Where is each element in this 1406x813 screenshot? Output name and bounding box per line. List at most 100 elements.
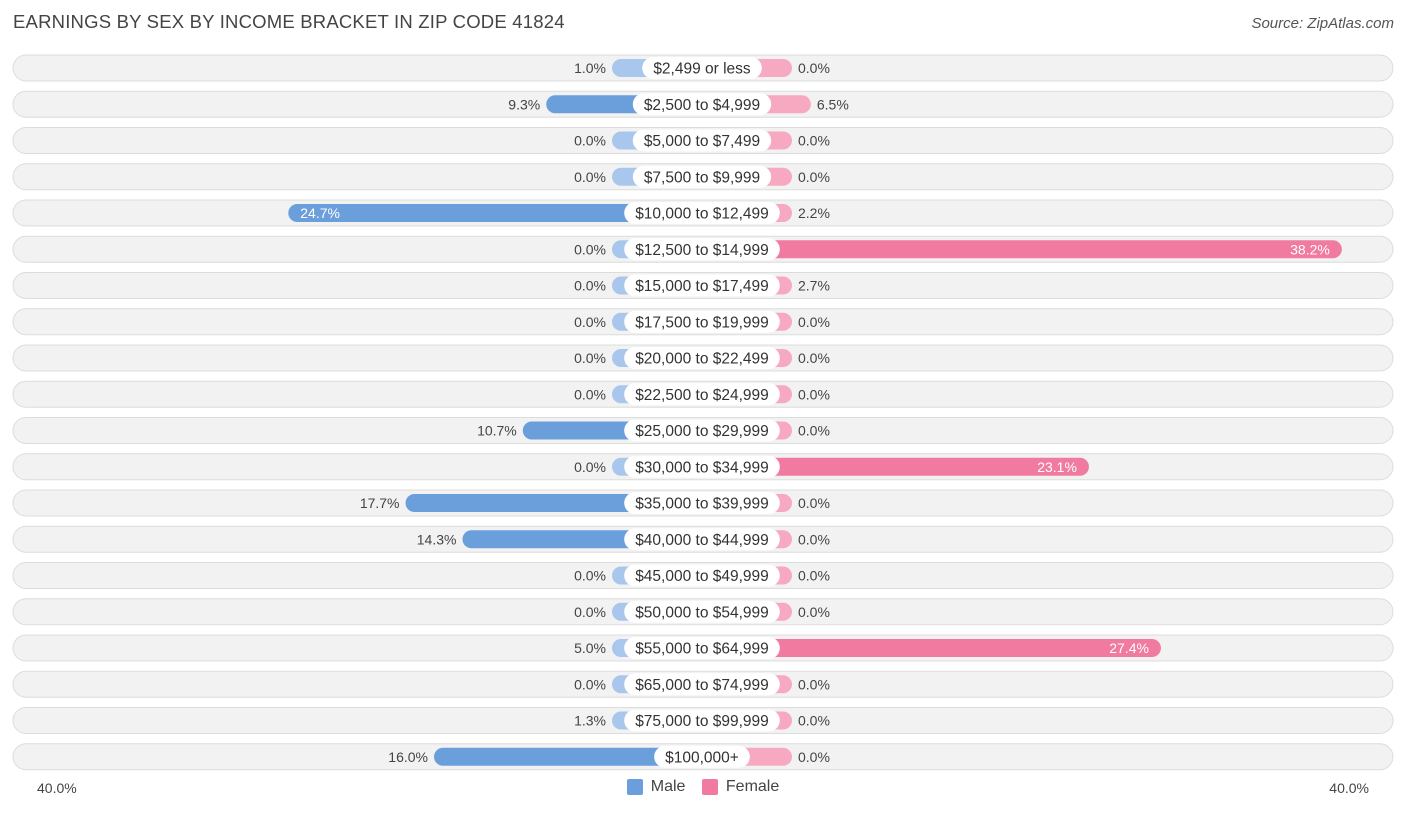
category-label-pill <box>624 564 780 587</box>
category-row: 0.0% 0.0% $5,000 to $7,499 <box>12 127 1394 154</box>
category-label: $20,000 to $22,499 <box>635 351 769 368</box>
male-value-label: 0.0% <box>574 278 606 294</box>
female-bar <box>702 240 1342 259</box>
male-value-label: 16.0% <box>388 749 428 765</box>
male-value-label: 0.0% <box>574 386 606 402</box>
male-value-label: 14.3% <box>417 531 457 547</box>
category-label-pill <box>624 528 780 551</box>
male-value-label: 0.0% <box>574 169 606 185</box>
category-row: 0.0% 0.0% $50,000 to $54,999 <box>12 598 1394 626</box>
female-value-label: 27.4% <box>1109 640 1149 656</box>
category-label-pill <box>632 165 772 188</box>
category-label-pill <box>624 492 780 514</box>
axis-left-label: 40.0% <box>37 780 77 796</box>
category-label-pill <box>632 93 772 116</box>
category-label: $65,000 to $74,999 <box>635 677 769 694</box>
category-row: 0.0% 0.0% $45,000 to $49,999 <box>12 562 1394 589</box>
axis-right-label: 40.0% <box>1329 780 1369 796</box>
category-label: $75,000 to $99,999 <box>635 713 769 730</box>
category-label: $55,000 to $64,999 <box>635 641 769 658</box>
category-row: 9.3% 6.5% $2,500 to $4,999 <box>12 90 1394 118</box>
male-value-label: 0.0% <box>574 676 606 692</box>
category-label: $2,499 or less <box>653 61 751 78</box>
category-label-pill <box>624 310 780 333</box>
male-value-label: 0.0% <box>574 459 606 475</box>
chart-title: EARNINGS BY SEX BY INCOME BRACKET IN ZIP… <box>13 11 565 32</box>
category-label-pill <box>624 419 780 442</box>
category-label: $7,500 to $9,999 <box>644 169 760 186</box>
category-row: 24.7% 2.2% $10,000 to $12,499 <box>12 199 1394 227</box>
category-label-pill <box>624 202 780 224</box>
male-bar <box>288 204 702 222</box>
female-bar <box>702 639 1161 657</box>
male-value-label: 0.0% <box>574 314 606 330</box>
legend-male-label: Male <box>650 778 686 795</box>
category-label: $10,000 to $12,499 <box>635 206 769 223</box>
female-value-label: 0.0% <box>798 350 830 366</box>
male-value-label: 9.3% <box>508 96 540 112</box>
category-label: $25,000 to $29,999 <box>635 423 769 440</box>
legend-item-male[interactable]: Male <box>626 778 686 796</box>
category-label: $22,500 to $24,999 <box>635 387 769 404</box>
male-value-label: 0.0% <box>574 350 606 366</box>
category-row: 0.0% 0.0% $65,000 to $74,999 <box>12 670 1394 698</box>
category-row: 0.0% 0.0% $22,500 to $24,999 <box>12 380 1394 408</box>
female-value-label: 0.0% <box>798 133 830 149</box>
male-value-label: 5.0% <box>574 640 606 656</box>
category-row: 0.0% 23.1% $30,000 to $34,999 <box>12 453 1394 481</box>
category-label-pill <box>624 455 780 478</box>
category-row: 14.3% 0.0% $40,000 to $44,999 <box>12 525 1394 553</box>
female-value-label: 0.0% <box>798 713 830 729</box>
category-row: 0.0% 0.0% $20,000 to $22,499 <box>12 344 1394 372</box>
category-label: $30,000 to $34,999 <box>635 459 769 476</box>
category-row: 0.0% 0.0% $17,500 to $19,999 <box>12 308 1394 336</box>
category-label: $5,000 to $7,499 <box>644 133 760 150</box>
legend-female-swatch <box>701 779 718 795</box>
legend-female-label: Female <box>725 778 780 795</box>
category-row: 0.0% 0.0% $7,500 to $9,999 <box>12 163 1394 191</box>
source-credit: Source: ZipAtlas.com <box>1251 15 1394 32</box>
female-value-label: 0.0% <box>798 386 830 402</box>
legend-male-swatch <box>626 779 643 795</box>
category-row: 1.0% 0.0% $2,499 or less <box>12 54 1394 82</box>
female-value-label: 2.7% <box>798 278 830 294</box>
female-bar <box>702 457 1089 476</box>
female-value-label: 0.0% <box>798 169 830 185</box>
male-bar <box>434 747 702 766</box>
category-label: $2,500 to $4,999 <box>644 97 760 114</box>
category-label-pill <box>624 383 780 406</box>
category-row: 5.0% 27.4% $55,000 to $64,999 <box>12 634 1394 662</box>
category-label-pill <box>624 673 780 696</box>
category-label: $17,500 to $19,999 <box>635 314 769 331</box>
category-row: 0.0% 2.7% $15,000 to $17,499 <box>12 272 1394 299</box>
female-value-label: 6.5% <box>817 96 849 112</box>
male-value-label: 1.3% <box>574 713 606 729</box>
female-value-label: 0.0% <box>798 495 830 511</box>
male-value-label: 0.0% <box>574 241 606 257</box>
category-row: 0.0% 38.2% $12,500 to $14,999 <box>12 235 1394 263</box>
female-value-label: 0.0% <box>798 604 830 620</box>
male-value-label: 0.0% <box>574 604 606 620</box>
category-label-pill <box>624 600 780 623</box>
category-row: 16.0% 0.0% $100,000+ <box>12 743 1394 771</box>
category-label-pill <box>624 709 780 732</box>
female-value-label: 0.0% <box>798 749 830 765</box>
male-value-label: 17.7% <box>360 495 400 511</box>
category-label-pill <box>632 129 772 152</box>
category-label: $12,500 to $14,999 <box>635 242 769 259</box>
female-value-label: 0.0% <box>798 60 830 76</box>
category-label-pill <box>624 637 780 659</box>
category-label: $35,000 to $39,999 <box>635 496 769 513</box>
category-label-pill <box>654 745 750 768</box>
category-row: 10.7% 0.0% $25,000 to $29,999 <box>12 417 1394 444</box>
male-value-label: 0.0% <box>574 133 606 149</box>
male-value-label: 24.7% <box>300 205 340 221</box>
legend-item-female[interactable]: Female <box>701 778 780 796</box>
female-value-label: 0.0% <box>798 531 830 547</box>
female-value-label: 0.0% <box>798 568 830 584</box>
category-label: $40,000 to $44,999 <box>635 532 769 549</box>
female-value-label: 38.2% <box>1290 241 1330 257</box>
category-label: $100,000+ <box>665 749 739 766</box>
category-label-pill <box>624 347 780 369</box>
legend: Male Female <box>0 778 1406 800</box>
